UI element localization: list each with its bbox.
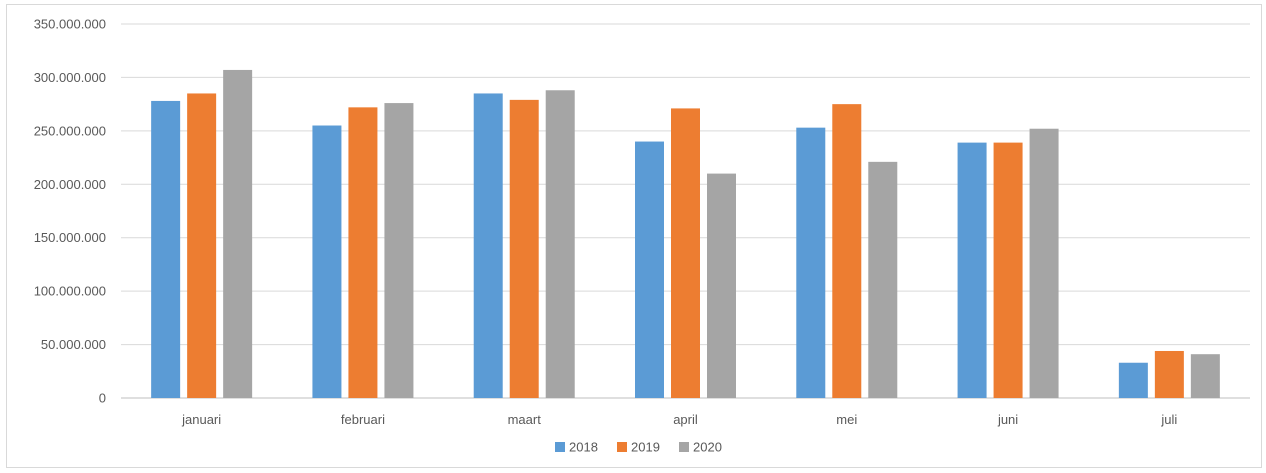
x-tick-label: februari — [341, 412, 385, 427]
y-tick-label: 200.000.000 — [34, 177, 106, 192]
y-tick-label: 250.000.000 — [34, 123, 106, 138]
y-tick-label: 350.000.000 — [34, 17, 106, 32]
bar-2018-april — [635, 141, 664, 399]
legend-swatch-2020 — [679, 442, 689, 452]
bar-2019-juni — [993, 142, 1023, 398]
bar-2020-april — [707, 173, 736, 398]
y-axis: 0 50.000.000 100.000.000 150.000.000 200.000… — [34, 17, 106, 406]
bar-2020-juli — [1190, 354, 1220, 398]
x-tick-label: maart — [508, 412, 542, 427]
bar-2019-april — [671, 108, 700, 398]
bar-2019-juli — [1154, 350, 1184, 398]
bar-2018-juli — [1118, 362, 1148, 398]
legend-label: 2020 — [693, 440, 722, 455]
bars — [151, 69, 1220, 399]
y-tick-label: 50.000.000 — [41, 337, 106, 352]
bar-2020-juni — [1029, 128, 1059, 398]
x-axis: januari februari maart april mei juni juli — [181, 412, 1177, 427]
y-tick-label: 0 — [99, 391, 106, 406]
y-tick-label: 100.000.000 — [34, 284, 106, 299]
x-tick-label: april — [673, 412, 698, 427]
bar-2018-februari — [312, 125, 342, 398]
y-tick-label: 300.000.000 — [34, 70, 106, 85]
x-tick-label: juni — [997, 412, 1018, 427]
bar-2019-januari — [187, 93, 217, 398]
bar-2019-maart — [509, 99, 539, 399]
legend: 2018 2019 2020 — [555, 440, 722, 455]
bar-2018-maart — [473, 93, 503, 398]
bar-2020-februari — [384, 103, 414, 399]
x-tick-label: juli — [1160, 412, 1177, 427]
bar-2018-juni — [957, 142, 987, 398]
bar-2018-mei — [796, 127, 826, 398]
legend-label: 2018 — [569, 440, 598, 455]
y-tick-label: 150.000.000 — [34, 230, 106, 245]
bar-2019-mei — [832, 104, 862, 399]
legend-swatch-2018 — [555, 442, 565, 452]
x-tick-label: mei — [836, 412, 857, 427]
legend-label: 2019 — [631, 440, 660, 455]
x-tick-label: januari — [181, 412, 221, 427]
bar-2020-mei — [868, 161, 898, 398]
bar-2019-februari — [348, 107, 378, 398]
bar-2018-januari — [151, 100, 181, 399]
bar-2020-maart — [545, 90, 575, 398]
bar-2020-januari — [223, 69, 253, 398]
legend-swatch-2019 — [617, 442, 627, 452]
